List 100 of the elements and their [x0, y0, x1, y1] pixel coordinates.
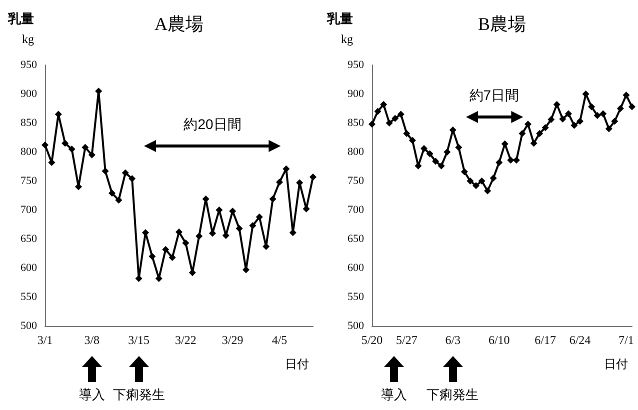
- point: [524, 120, 532, 128]
- y-tick-label: 500: [20, 320, 38, 332]
- point: [68, 146, 76, 153]
- y-tick-label: 600: [348, 262, 364, 274]
- y-tick-label: 950: [20, 59, 38, 71]
- point: [559, 115, 566, 122]
- annotation: 約20日間: [182, 116, 242, 134]
- point: [128, 175, 136, 182]
- y-tick-label: 800: [20, 146, 38, 158]
- point: [82, 144, 89, 151]
- text: 下痢発生: [426, 386, 480, 404]
- point: [455, 144, 462, 151]
- point: [310, 173, 316, 180]
- y-tick-label: 650: [20, 233, 38, 245]
- point: [553, 100, 560, 108]
- point: [611, 118, 618, 125]
- point: [216, 206, 223, 214]
- point: [108, 190, 116, 197]
- point: [616, 105, 624, 112]
- point: [530, 140, 538, 147]
- point: [518, 130, 526, 137]
- point: [182, 240, 190, 247]
- chart-title: B農場: [476, 13, 527, 36]
- point: [496, 158, 503, 166]
- point: [202, 195, 210, 202]
- y-tick-label: 900: [348, 88, 364, 100]
- x-tick-label: 6/24: [569, 333, 591, 347]
- point: [432, 158, 440, 165]
- point: [420, 145, 428, 152]
- x-tick-label: 3/8: [84, 333, 100, 347]
- point: [392, 114, 399, 122]
- x-tick-label: 5/27: [396, 333, 418, 347]
- point: [88, 151, 96, 158]
- point: [548, 116, 555, 124]
- point: [282, 165, 290, 172]
- point: [242, 266, 250, 274]
- point: [408, 136, 416, 144]
- point: [262, 243, 270, 250]
- point: [576, 118, 584, 125]
- text: 導入: [78, 387, 105, 402]
- point: [484, 187, 492, 194]
- point: [628, 103, 636, 110]
- point: [236, 225, 243, 232]
- point: [296, 179, 304, 186]
- point: [600, 110, 607, 118]
- text: 下痢発生: [112, 387, 165, 402]
- x-tick-label: 6/10: [488, 333, 510, 347]
- point: [196, 232, 203, 240]
- y-tick-label: 500: [348, 320, 364, 332]
- point: [490, 174, 497, 182]
- x-tick-label: 6/3: [445, 333, 461, 347]
- point: [466, 178, 474, 184]
- x-tick-label: 3/1: [37, 333, 53, 347]
- point: [162, 246, 170, 253]
- x-tick-label: 6/17: [534, 333, 556, 347]
- annotation: 約7日間: [468, 87, 520, 106]
- y-tick-label: 750: [348, 175, 364, 187]
- point: [605, 125, 612, 132]
- point: [148, 252, 156, 260]
- x-tick-label: 7/1: [618, 333, 634, 347]
- y-tick-label: 850: [20, 117, 38, 129]
- point: [444, 148, 451, 156]
- point: [570, 122, 578, 129]
- y-tick-label: 550: [20, 291, 38, 303]
- point: [374, 108, 382, 115]
- point: [289, 229, 296, 236]
- y-tick-label: 700: [20, 204, 38, 216]
- x-tick-label: 3/15: [128, 333, 150, 347]
- point: [386, 120, 393, 126]
- point: [249, 222, 256, 230]
- x-axis-title: 日付: [285, 356, 309, 373]
- point: [460, 168, 468, 176]
- point: [62, 140, 69, 147]
- chart-title: A農場: [154, 13, 204, 36]
- point: [622, 92, 630, 99]
- y-tick-label: 700: [348, 204, 364, 216]
- point: [176, 228, 182, 236]
- y-tick-label: 850: [348, 117, 364, 129]
- point: [115, 196, 122, 204]
- point: [269, 195, 276, 202]
- point: [256, 213, 263, 220]
- point: [403, 130, 410, 137]
- point: [368, 120, 376, 128]
- y-axis-title: 乳量 kg: [8, 10, 34, 47]
- point: [536, 130, 544, 137]
- point: [95, 88, 102, 95]
- point: [582, 90, 590, 98]
- point: [122, 169, 129, 176]
- point: [168, 254, 176, 262]
- point: [276, 178, 283, 186]
- point: [426, 150, 434, 158]
- point: [478, 178, 486, 184]
- y-tick-label: 750: [20, 175, 38, 187]
- point: [229, 208, 236, 215]
- point: [588, 103, 596, 110]
- y-tick-label: 950: [348, 59, 364, 71]
- y-tick-label: 550: [348, 291, 364, 303]
- point: [594, 112, 601, 119]
- point: [507, 156, 514, 164]
- y-tick-label: 900: [20, 88, 38, 100]
